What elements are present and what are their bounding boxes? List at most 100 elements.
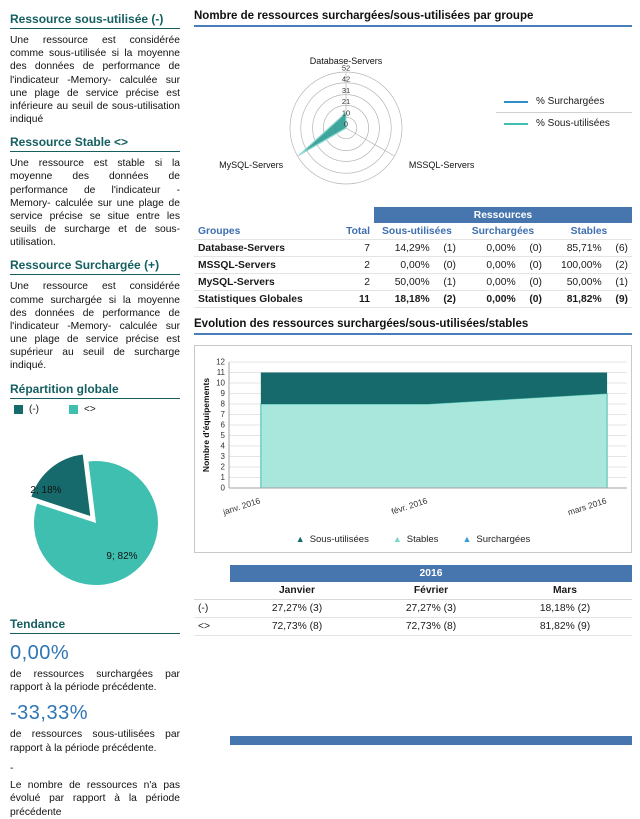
table1-title: Ressources xyxy=(373,207,632,223)
y-tick-label: 1 xyxy=(221,473,226,482)
radar-axis-label: MySQL-Servers xyxy=(219,160,284,170)
x-tick-label: mars 2016 xyxy=(566,495,608,517)
month-value: 18,18% (2) xyxy=(498,599,632,618)
section-title: Ressource sous-utilisée (-) xyxy=(10,12,180,29)
radar-legend-item: % Sous-utilisées xyxy=(496,113,632,134)
stat-percent: 0,00% xyxy=(459,290,520,308)
area-chart-legend: ▲ Sous-utilisées ▲ Stables ▲ Surchargées xyxy=(199,532,627,550)
y-tick-label: 7 xyxy=(221,410,226,419)
stat-count: (0) xyxy=(519,273,546,291)
row-label: (-) xyxy=(194,599,230,618)
tendance-section: Tendance 0,00% de ressources surchargées… xyxy=(10,617,180,819)
area-legend-item: ▲ Sous-utilisées xyxy=(296,534,369,545)
stat-percent: 0,00% xyxy=(373,256,434,274)
stat-percent: 85,71% xyxy=(545,239,606,257)
legend-triangle-icon: ▲ xyxy=(392,534,402,544)
radar-ring-label: 21 xyxy=(342,97,350,106)
section-body: Une ressource est considérée comme sous-… xyxy=(10,35,180,126)
month-value: 72,73% (8) xyxy=(230,617,364,636)
area-stables xyxy=(260,392,608,489)
col-total: Total xyxy=(330,223,374,240)
legend-line-icon xyxy=(504,122,528,125)
section-title: Ressource Surchargée (+) xyxy=(10,258,180,276)
group-name: Statistiques Globales xyxy=(194,290,331,308)
definition-surchargee: Ressource Surchargée (+) Une ressource e… xyxy=(10,258,180,372)
month-value: 27,27% (3) xyxy=(230,599,364,618)
trend-desc-surchargees: de ressources surchargées par rapport à … xyxy=(10,668,180,693)
radar-legend-label: % Sous-utilisées xyxy=(536,118,610,129)
stat-percent: 18,18% xyxy=(373,290,434,308)
stat-count: (0) xyxy=(519,290,546,308)
x-tick-label: janv. 2016 xyxy=(221,495,262,517)
stat-count: (2) xyxy=(605,256,632,274)
pie-legend-item: <> xyxy=(69,404,96,415)
stat-count: (0) xyxy=(519,239,546,257)
stat-percent: 0,00% xyxy=(459,239,520,257)
area-legend-label: Sous-utilisées xyxy=(309,534,369,545)
resources-table: Ressources Groupes Total Sous-utilisées Surc… xyxy=(194,207,632,308)
radar-ring-label: 0 xyxy=(344,120,348,129)
y-tick-label: 4 xyxy=(221,442,226,451)
pie-chart: 2; 18% 9; 82% xyxy=(30,454,158,585)
legend-swatch-dark xyxy=(14,404,23,414)
stat-count: (0) xyxy=(433,256,460,274)
main-content: Nombre de ressources surchargées/sous-ut… xyxy=(194,10,632,745)
pie-slice-label: 2; 18% xyxy=(30,485,61,496)
month-value: 72,73% (8) xyxy=(364,617,498,636)
group-name: MySQL-Servers xyxy=(194,273,331,291)
legend-label: <> xyxy=(84,403,96,415)
group-total: 7 xyxy=(330,239,374,257)
y-tick-label: 10 xyxy=(216,379,225,388)
col-surchargees: Surchargées xyxy=(459,223,546,240)
month-value: 81,82% (9) xyxy=(498,617,632,636)
table-row: MySQL-Servers 2 50,00% (1) 0,00% (0) 50,00% (1) xyxy=(194,273,632,291)
table-row: Database-Servers 7 14,29% (1) 0,00% (0) 85,71%… xyxy=(194,239,632,257)
stat-count: (1) xyxy=(433,239,460,257)
stat-percent: 14,29% xyxy=(373,239,434,257)
area-legend-item: ▲ Stables xyxy=(393,534,439,545)
area-legend-label: Surchargées xyxy=(476,534,531,545)
group-name: MSSQL-Servers xyxy=(194,256,331,274)
definition-sous-utilisee: Ressource sous-utilisée (-) Une ressourc… xyxy=(10,12,180,126)
group-total: 2 xyxy=(330,273,374,291)
radar-ring-label: 52 xyxy=(342,64,350,73)
group-total: 2 xyxy=(330,256,374,274)
section-body: Une ressource est considérée comme surch… xyxy=(10,281,180,372)
stat-count: (2) xyxy=(433,290,460,308)
y-axis-label: Nombre d'équipements xyxy=(201,378,211,472)
radar-section-title: Nombre de ressources surchargées/sous-ut… xyxy=(194,10,632,27)
stat-count: (6) xyxy=(605,239,632,257)
pie-slice-label: 9; 82% xyxy=(106,551,137,562)
col-groupes: Groupes xyxy=(194,223,331,240)
month-header: Janvier xyxy=(230,582,364,600)
row-label: <> xyxy=(194,617,230,636)
stat-count: (9) xyxy=(605,290,632,308)
y-tick-label: 2 xyxy=(221,463,226,472)
trend-value-surchargees: 0,00% xyxy=(10,641,70,664)
y-tick-label: 6 xyxy=(221,421,226,430)
next-section-header-bar xyxy=(230,736,632,745)
radar-series-% Sous-utilisées xyxy=(298,111,347,156)
stat-count: (1) xyxy=(605,273,632,291)
stat-count: (1) xyxy=(433,273,460,291)
monthly-table: 2016 Janvier Février Mars (-) 27,27% (3) 27,27… xyxy=(194,565,632,636)
tendance-title: Tendance xyxy=(10,617,180,634)
table-row: <> 72,73% (8) 72,73% (8) 81,82% (9) xyxy=(194,617,632,636)
legend-label: (-) xyxy=(29,403,39,415)
table1-columns: Groupes Total Sous-utilisées Surchargées Sta… xyxy=(194,223,632,240)
col-sous-utilisees: Sous-utilisées xyxy=(373,223,460,240)
radar-ring-label: 10 xyxy=(342,109,350,118)
table-row: (-) 27,27% (3) 27,27% (3) 18,18% (2) xyxy=(194,599,632,618)
table2-months: Janvier Février Mars xyxy=(194,582,632,600)
radar-legend: % Surchargées % Sous-utilisées xyxy=(496,91,632,134)
trend-value-sous-utilisees: -33,33% xyxy=(10,702,88,725)
radar-ring-label: 31 xyxy=(342,86,350,95)
pie-legend: (-) <> xyxy=(14,404,180,415)
stat-percent: 0,00% xyxy=(459,256,520,274)
legend-line-icon xyxy=(504,100,528,103)
table1-header-bar: Ressources xyxy=(194,207,632,223)
pie-slice-<> xyxy=(34,460,158,585)
radar-axis-label: MSSQL-Servers xyxy=(409,160,475,170)
table2-year: 2016 xyxy=(230,565,632,582)
